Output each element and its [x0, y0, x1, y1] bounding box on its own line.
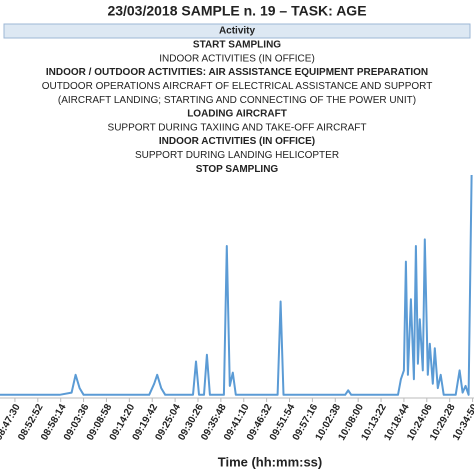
table-header: Activity — [219, 26, 256, 37]
table-row: INDOOR / OUTDOOR ACTIVITIES: AIR ASSISTA… — [46, 67, 428, 78]
table-row: LOADING AIRCRAFT — [187, 109, 287, 120]
table-row: STOP SAMPLING — [196, 164, 279, 175]
table-row: INDOOR ACTIVITIES (IN OFFICE) — [159, 136, 315, 147]
table-header-bg — [3, 23, 471, 39]
x-axis-label: Time (hh:mm:ss) — [218, 454, 323, 469]
table-row: OUTDOOR OPERATIONS AIRCRAFT OF ELECTRICA… — [42, 81, 433, 92]
table-row: SUPPORT DURING TAXIING AND TAKE-OFF AIRC… — [108, 122, 367, 133]
title: 23/03/2018 SAMPLE n. 19 – TASK: AGE — [107, 3, 366, 19]
table-row: (AIRCRAFT LANDING; STARTING AND CONNECTI… — [58, 95, 416, 106]
table-row: SUPPORT DURING LANDING HELICOPTER — [135, 150, 339, 161]
table-row: INDOOR ACTIVITIES (IN OFFICE) — [159, 53, 315, 64]
table-row: START SAMPLING — [193, 40, 281, 51]
data-line — [0, 174, 473, 396]
